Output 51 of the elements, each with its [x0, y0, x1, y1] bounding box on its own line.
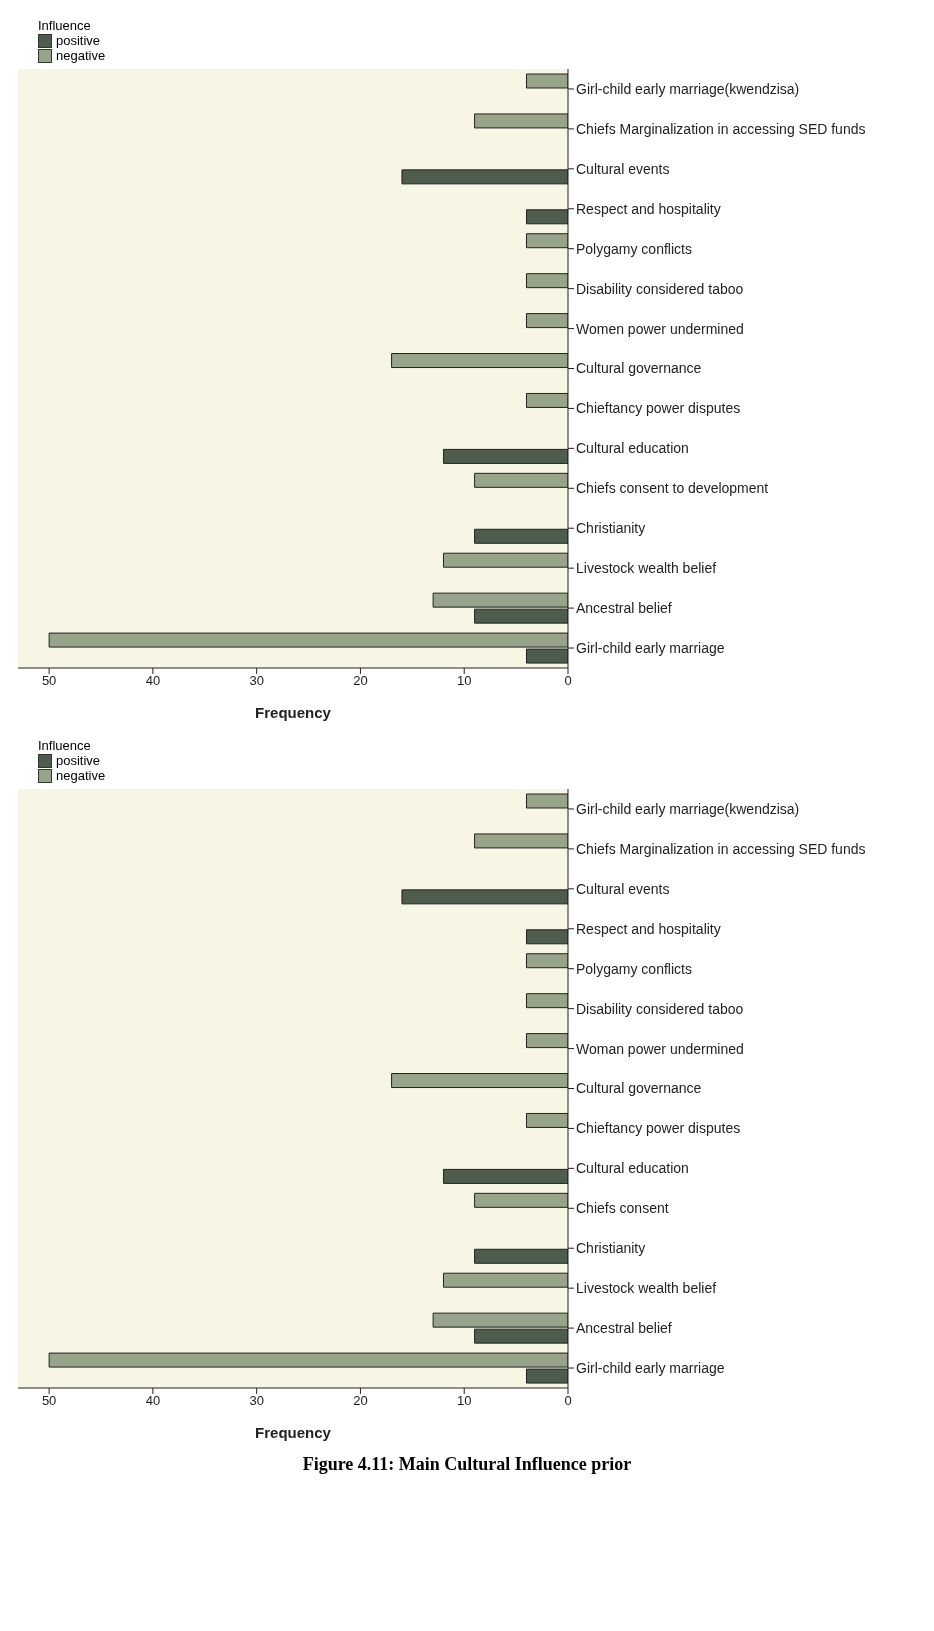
x-tick-label: 0 — [564, 673, 572, 689]
y-tick-label: Cultural governance — [576, 1080, 702, 1097]
x-tick-label: 30 — [249, 1393, 264, 1409]
y-tick-label: Polygamy conflicts — [576, 960, 692, 977]
y-tick-label: Girl-child early marriage — [576, 1360, 725, 1376]
x-tick-label: 20 — [353, 673, 368, 689]
y-tick-label: Woman power undermined — [576, 1040, 744, 1057]
x-tick-label: 50 — [41, 673, 57, 689]
y-tick-label: Cultural education — [576, 440, 689, 457]
y-tick-label: Ancestral belief — [576, 600, 672, 617]
x-tick-label: 20 — [353, 1393, 368, 1409]
x-axis-title: Frequency — [255, 704, 332, 721]
x-tick-label: 40 — [145, 673, 161, 689]
legend-label: positive — [56, 753, 101, 768]
legend-label: negative — [56, 768, 106, 783]
y-tick-label: Christianity — [576, 1240, 646, 1257]
legend-title: Influence — [38, 738, 92, 753]
x-tick-label: 0 — [564, 1393, 572, 1409]
legend-title: Influence — [38, 18, 92, 33]
y-tick-label: Cultural events — [576, 880, 670, 897]
y-tick-label: Chiefs Marginalization in accessing SED funds — [576, 120, 866, 137]
y-tick-label: Disability considered taboo — [576, 1000, 744, 1017]
y-tick-label: Girl-child early marriage(kwendzisa) — [576, 800, 800, 817]
y-tick-label: Chieftancy power disputes — [576, 400, 741, 417]
y-tick-label: Cultural governance — [576, 360, 702, 377]
x-axis-title: Frequency — [255, 1424, 332, 1441]
y-tick-label: Disability considered taboo — [576, 280, 744, 297]
x-tick-label: 40 — [145, 1393, 161, 1409]
legend-label: negative — [56, 48, 106, 63]
x-tick-label: 10 — [456, 673, 472, 689]
y-tick-label: Chiefs consent — [576, 1200, 669, 1217]
y-tick-label: Respect and hospitality — [576, 200, 721, 217]
caption: Figure 4.11: Main Cultural Influence prior — [301, 1454, 633, 1475]
y-tick-label: Cultural events — [576, 160, 670, 177]
y-tick-label: Cultural education — [576, 1160, 689, 1177]
y-tick-label: Chiefs consent to development — [576, 480, 769, 497]
y-tick-label: Livestock wealth belief — [576, 1280, 717, 1297]
y-tick-label: Chieftancy power disputes — [576, 1120, 741, 1137]
legend-label: positive — [56, 33, 101, 48]
y-tick-label: Girl-child early marriage(kwendzisa) — [576, 80, 800, 97]
x-tick-label: 50 — [41, 1393, 57, 1409]
y-tick-label: Livestock wealth belief — [576, 560, 717, 577]
x-tick-label: 10 — [456, 1393, 472, 1409]
y-tick-label: Chiefs Marginalization in accessing SED funds — [576, 840, 866, 857]
y-tick-label: Respect and hospitality — [576, 920, 721, 937]
y-tick-label: Women power undermined — [576, 320, 744, 337]
y-tick-label: Christianity — [576, 520, 646, 537]
y-tick-label: Polygamy conflicts — [576, 240, 692, 257]
y-tick-label: Girl-child early marriage — [576, 640, 725, 656]
y-tick-label: Ancestral belief — [576, 1320, 672, 1337]
x-tick-label: 30 — [249, 673, 264, 689]
